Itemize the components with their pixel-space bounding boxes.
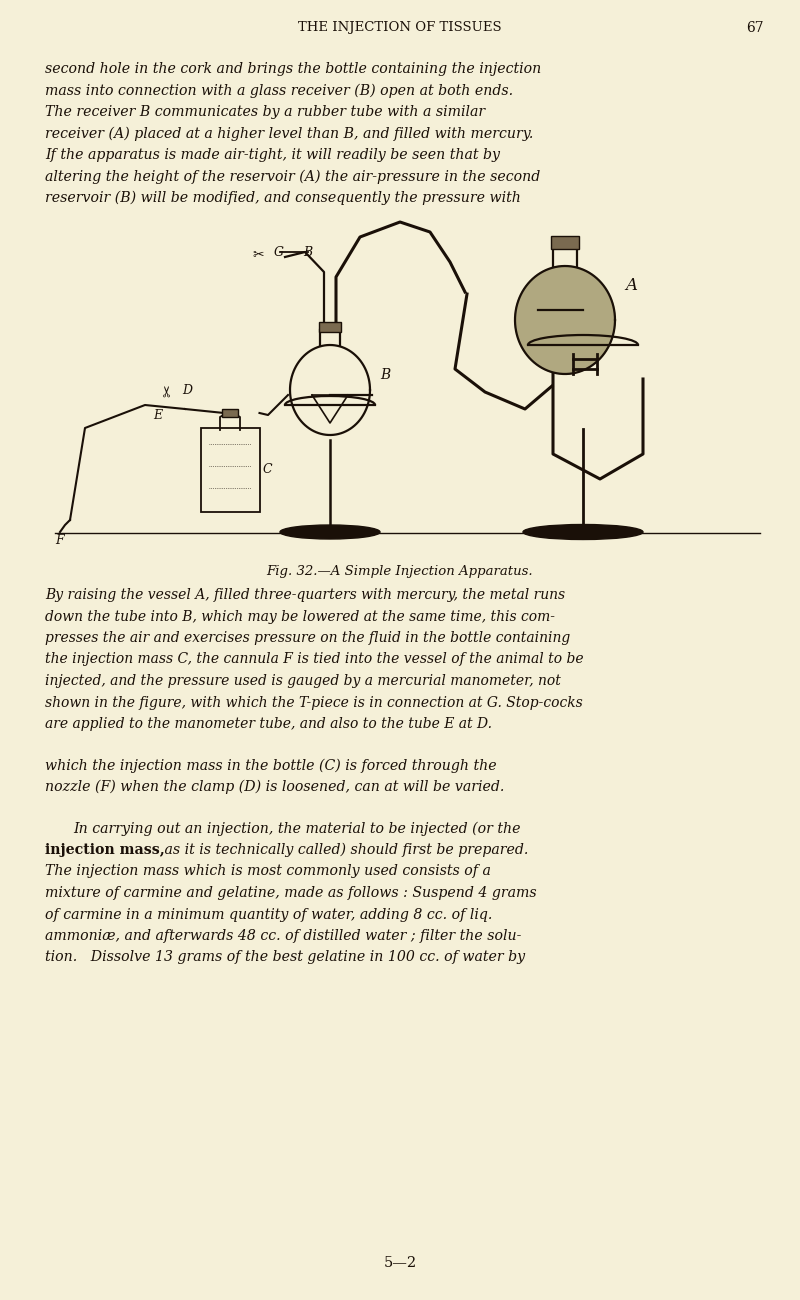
Text: B: B <box>380 368 390 382</box>
Text: as it is technically called) should first be prepared.: as it is technically called) should firs… <box>160 842 528 858</box>
Text: A: A <box>625 277 637 294</box>
Text: 5—2: 5—2 <box>383 1256 417 1270</box>
FancyBboxPatch shape <box>201 428 259 512</box>
Text: of carmine in a minimum quantity of water, adding 8 cc. of liq.: of carmine in a minimum quantity of wate… <box>45 907 492 922</box>
Text: C: C <box>263 464 273 477</box>
Text: receiver (A) placed at a higher level than B, and filled with mercury.: receiver (A) placed at a higher level th… <box>45 126 534 140</box>
Text: D: D <box>182 385 192 398</box>
Text: ammoniæ, and afterwards 48 cc. of distilled water ; filter the solu-: ammoniæ, and afterwards 48 cc. of distil… <box>45 930 522 942</box>
Text: tion.   Dissolve 13 grams of the best gelatine in 100 cc. of water by: tion. Dissolve 13 grams of the best gela… <box>45 950 525 965</box>
Text: mass into connection with a glass receiver (B) open at both ends.: mass into connection with a glass receiv… <box>45 83 513 98</box>
Polygon shape <box>290 344 370 436</box>
Text: THE INJECTION OF TISSUES: THE INJECTION OF TISSUES <box>298 22 502 35</box>
FancyBboxPatch shape <box>319 322 341 332</box>
Text: G: G <box>274 247 284 260</box>
Polygon shape <box>515 266 615 374</box>
Text: second hole in the cork and brings the bottle containing the injection: second hole in the cork and brings the b… <box>45 62 542 75</box>
FancyBboxPatch shape <box>551 237 579 250</box>
Text: altering the height of the reservoir (A) the air-pressure in the second: altering the height of the reservoir (A)… <box>45 169 540 183</box>
Text: nozzle (F) when the clamp (D) is loosened, can at will be varied.: nozzle (F) when the clamp (D) is loosene… <box>45 780 504 794</box>
Text: By raising the vessel A, filled three-quarters with mercury, the metal runs: By raising the vessel A, filled three-qu… <box>45 588 565 602</box>
Text: injection mass,: injection mass, <box>45 842 165 857</box>
Text: reservoir (B) will be modified, and consequently the pressure with: reservoir (B) will be modified, and cons… <box>45 191 521 205</box>
Text: If the apparatus is made air-tight, it will readily be seen that by: If the apparatus is made air-tight, it w… <box>45 148 500 162</box>
Ellipse shape <box>523 524 643 539</box>
Text: injected, and the pressure used is gauged by a mercurial manometer, not: injected, and the pressure used is gauge… <box>45 673 561 688</box>
FancyBboxPatch shape <box>222 410 238 417</box>
Ellipse shape <box>280 525 380 540</box>
Text: ✂: ✂ <box>161 385 175 398</box>
Text: which the injection mass in the bottle (C) is forced through the: which the injection mass in the bottle (… <box>45 758 497 774</box>
Text: mixture of carmine and gelatine, made as follows : Suspend 4 grams: mixture of carmine and gelatine, made as… <box>45 887 537 900</box>
Text: presses the air and exercises pressure on the fluid in the bottle containing: presses the air and exercises pressure o… <box>45 630 570 645</box>
Text: 67: 67 <box>746 21 764 35</box>
Text: F: F <box>55 534 64 547</box>
Text: shown in the figure, with which the T-piece is in connection at G. Stop-cocks: shown in the figure, with which the T-pi… <box>45 696 582 710</box>
Text: B: B <box>303 247 312 260</box>
Text: down the tube into B, which may be lowered at the same time, this com-: down the tube into B, which may be lower… <box>45 610 555 624</box>
Text: ✂: ✂ <box>252 248 264 263</box>
Text: the injection mass C, the cannula F is tied into the vessel of the animal to be: the injection mass C, the cannula F is t… <box>45 653 584 667</box>
Text: In carrying out an injection, the material to be injected (or the: In carrying out an injection, the materi… <box>73 822 521 836</box>
Text: are applied to the manometer tube, and also to the tube E at D.: are applied to the manometer tube, and a… <box>45 718 492 731</box>
Text: Fig. 32.—A Simple Injection Apparatus.: Fig. 32.—A Simple Injection Apparatus. <box>266 566 534 578</box>
Text: The injection mass which is most commonly used consists of a: The injection mass which is most commonl… <box>45 864 491 879</box>
Text: E: E <box>153 410 162 422</box>
Text: The receiver B communicates by a rubber tube with a similar: The receiver B communicates by a rubber … <box>45 105 485 120</box>
